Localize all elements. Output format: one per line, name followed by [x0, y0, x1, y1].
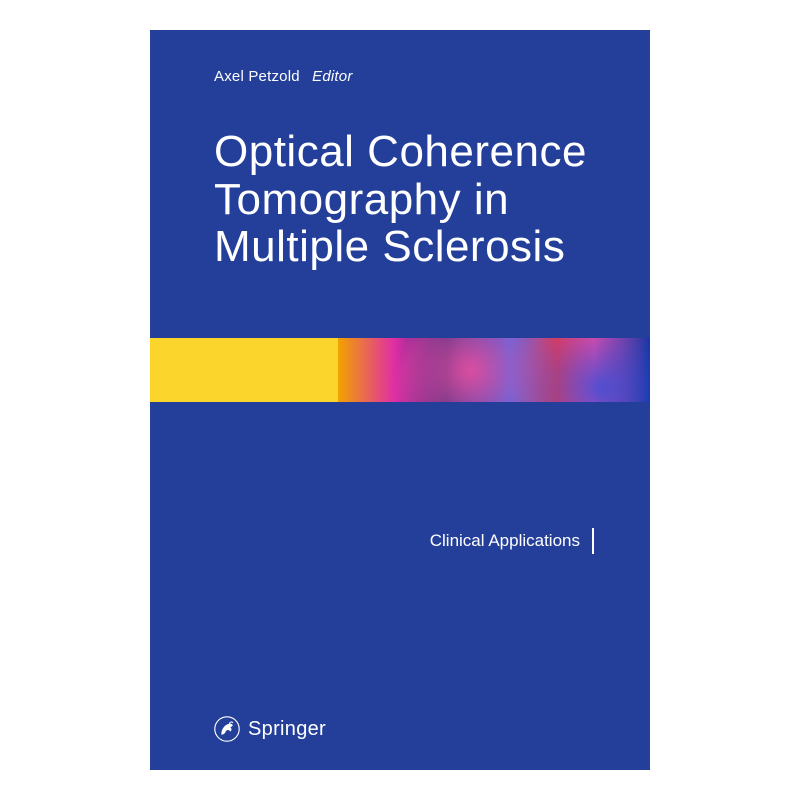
publisher-block: Springer: [214, 716, 326, 742]
editor-role: Editor: [312, 68, 352, 85]
springer-horse-icon: [214, 716, 240, 742]
book-subtitle: Clinical Applications: [430, 531, 592, 551]
publisher-name: Springer: [248, 718, 326, 741]
book-cover: Axel Petzold Editor Optical Coherence To…: [150, 30, 650, 770]
editor-name: Axel Petzold: [214, 68, 300, 85]
band-abstract-art: [338, 338, 650, 402]
accent-band: [150, 338, 650, 402]
band-yellow-block: [150, 338, 338, 402]
subtitle-block: Clinical Applications: [430, 528, 594, 554]
editor-line: Axel Petzold Editor: [214, 68, 353, 85]
book-title: Optical Coherence Tomography in Multiple…: [214, 128, 610, 271]
subtitle-rule: [592, 528, 594, 554]
